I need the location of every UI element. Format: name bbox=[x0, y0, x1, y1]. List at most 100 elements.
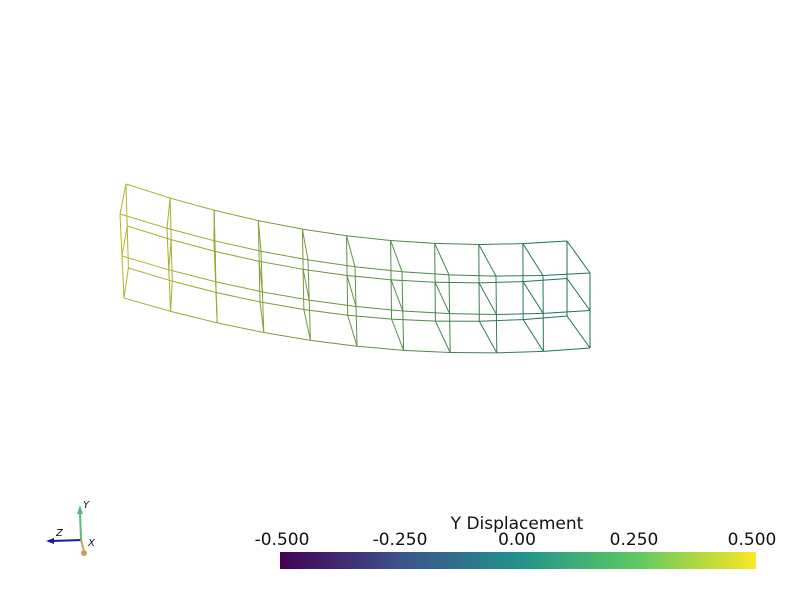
mesh-edge-transverse bbox=[478, 321, 498, 354]
mesh-edge-longitudinal bbox=[215, 281, 263, 293]
mesh-edge-transverse bbox=[390, 279, 404, 312]
mesh-edge-longitudinal bbox=[391, 279, 436, 283]
mesh-edge-longitudinal bbox=[169, 197, 215, 211]
mesh-edge-longitudinal bbox=[522, 278, 568, 283]
mesh-edge-transverse bbox=[301, 229, 309, 261]
mesh-edge-longitudinal bbox=[259, 301, 304, 311]
mesh-edge-transverse bbox=[434, 243, 450, 276]
mesh-edge-longitudinal bbox=[262, 291, 310, 301]
mesh-edge-transverse bbox=[434, 282, 451, 314]
z-axis-label: Z bbox=[56, 528, 63, 539]
mesh-edge-longitudinal bbox=[303, 309, 348, 316]
mesh-edge-transverse bbox=[258, 261, 263, 292]
mesh-edge-longitudinal bbox=[478, 243, 523, 245]
mesh-edge-longitudinal bbox=[119, 213, 168, 229]
mesh-edge-longitudinal bbox=[307, 259, 356, 268]
mesh-edge-longitudinal bbox=[354, 266, 403, 273]
mesh-edge-longitudinal bbox=[401, 271, 450, 276]
mesh-edge-longitudinal bbox=[121, 255, 169, 271]
mesh-edge-longitudinal bbox=[216, 291, 261, 303]
scalar-bar-tick: -0.250 bbox=[372, 530, 428, 550]
mesh-edge-longitudinal bbox=[356, 345, 404, 351]
mesh-edge-transverse bbox=[478, 282, 497, 315]
mesh-edge-longitudinal bbox=[258, 220, 303, 230]
mesh-edge-transverse bbox=[522, 281, 544, 314]
orientation-axes-widget bbox=[46, 505, 87, 556]
mesh-edge-longitudinal bbox=[479, 281, 524, 284]
mesh-edge-transverse bbox=[478, 244, 497, 277]
mesh-edge-transverse bbox=[391, 318, 405, 351]
mesh-edge-longitudinal bbox=[171, 239, 216, 252]
mesh-edge-transverse bbox=[346, 235, 356, 267]
mesh-edge-longitudinal bbox=[403, 349, 451, 354]
mesh-edge-longitudinal bbox=[543, 347, 591, 352]
x-axis-label: X bbox=[88, 538, 95, 549]
mesh-edge-transverse bbox=[215, 292, 218, 323]
y-axis-arrowhead bbox=[77, 505, 83, 514]
mesh-edge-longitudinal bbox=[479, 319, 524, 322]
mesh-edge-longitudinal bbox=[496, 350, 544, 354]
mesh-edge-longitudinal bbox=[448, 274, 497, 277]
mesh-edge-longitudinal bbox=[522, 240, 568, 245]
mesh-edge-longitudinal bbox=[309, 299, 357, 307]
scalar-bar-tick: 0.00 bbox=[498, 530, 536, 550]
mesh-edge-transverse bbox=[123, 267, 129, 299]
mesh-edge-longitudinal bbox=[260, 250, 309, 261]
mesh-edge-longitudinal bbox=[303, 268, 348, 276]
z-axis-arrow bbox=[51, 539, 83, 542]
mesh-edge-transverse bbox=[346, 275, 357, 307]
mesh-edge-longitudinal bbox=[310, 339, 358, 347]
scalar-bar-colormap bbox=[280, 552, 756, 569]
mesh-edge-longitudinal bbox=[391, 318, 436, 322]
mesh-edge-longitudinal bbox=[449, 313, 497, 315]
mesh-edge-transverse bbox=[302, 269, 310, 301]
mesh-edge-longitudinal bbox=[402, 310, 450, 315]
x-axis-tip bbox=[81, 550, 87, 556]
mesh-edge-transverse bbox=[566, 278, 591, 311]
mesh-edge-transverse bbox=[303, 309, 311, 341]
mesh-edge-longitudinal bbox=[435, 281, 480, 284]
mesh-edge-longitudinal bbox=[390, 240, 435, 244]
mesh-edge-longitudinal bbox=[496, 312, 544, 315]
mesh-edge-transverse bbox=[566, 240, 591, 274]
mesh-edge-longitudinal bbox=[214, 209, 259, 222]
y-axis-label: Y bbox=[83, 500, 90, 511]
mesh-edge-longitudinal bbox=[166, 227, 215, 242]
mesh-edge-transverse bbox=[347, 315, 358, 347]
scalar-bar-tick: -0.500 bbox=[254, 530, 310, 550]
mesh-edge-longitudinal bbox=[213, 240, 262, 252]
mesh-edge-longitudinal bbox=[495, 274, 544, 277]
mesh-edge-longitudinal bbox=[355, 306, 403, 312]
z-axis-arrowhead bbox=[46, 538, 54, 544]
beam-wireframe-mesh bbox=[119, 183, 591, 354]
mesh-edge-transverse bbox=[121, 225, 128, 257]
mesh-edge-longitudinal bbox=[302, 228, 347, 237]
mesh-edge-longitudinal bbox=[168, 269, 216, 283]
mesh-edge-longitudinal bbox=[347, 275, 392, 281]
scalar-bar-tick: 0.250 bbox=[609, 530, 659, 550]
mesh-edge-transverse bbox=[168, 239, 172, 270]
mesh-edge-longitudinal bbox=[172, 280, 217, 293]
scalar-bar-title: Y Displacement bbox=[450, 514, 584, 534]
mesh-edge-transverse bbox=[170, 281, 173, 312]
mesh-edge-transverse bbox=[166, 198, 171, 229]
mesh-edge-longitudinal bbox=[128, 267, 173, 282]
mesh-edge-longitudinal bbox=[434, 242, 479, 245]
mesh-edge-transverse bbox=[257, 220, 262, 252]
mesh-edge-longitudinal bbox=[125, 183, 171, 199]
mesh-edge-longitudinal bbox=[170, 310, 218, 324]
mesh-edge-longitudinal bbox=[123, 297, 171, 312]
scalar-bar-tick: 0.500 bbox=[727, 530, 777, 550]
mesh-edge-longitudinal bbox=[263, 332, 311, 341]
mesh-edge-transverse bbox=[522, 243, 544, 276]
mesh-edge-longitudinal bbox=[347, 314, 392, 320]
mesh-edge-longitudinal bbox=[259, 260, 304, 270]
mesh-edge-transverse bbox=[390, 240, 403, 272]
mesh-edge-transverse bbox=[522, 319, 544, 352]
mesh-edge-longitudinal bbox=[217, 322, 264, 334]
mesh-edge-longitudinal bbox=[127, 225, 172, 241]
mesh-edge-longitudinal bbox=[215, 250, 260, 262]
x-axis-arrow bbox=[80, 539, 85, 552]
mesh-edge-transverse bbox=[434, 320, 451, 353]
